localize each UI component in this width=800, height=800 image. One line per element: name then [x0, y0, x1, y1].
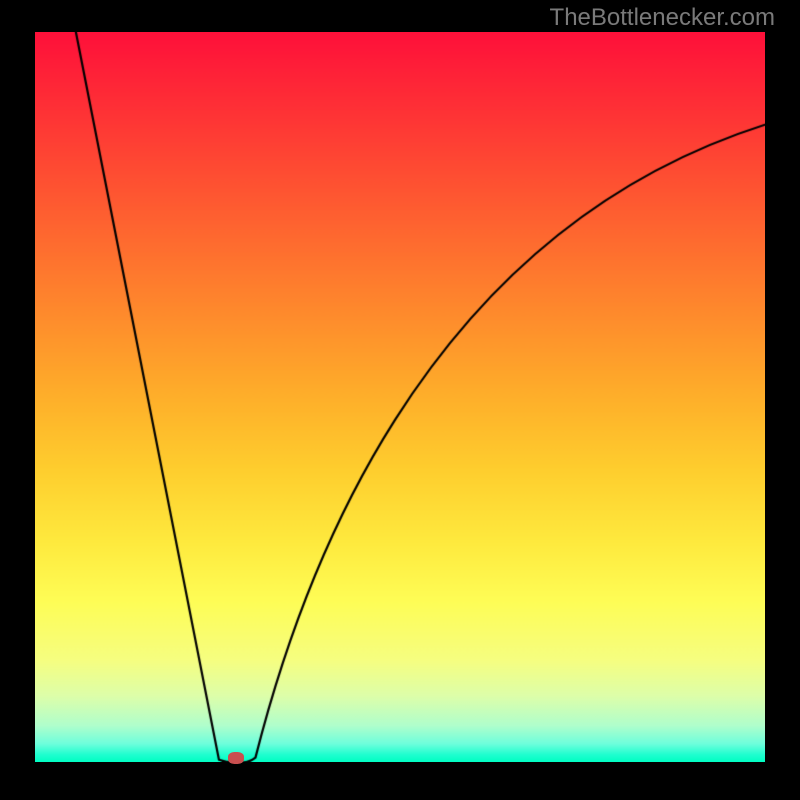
- bottleneck-curve: [35, 32, 765, 762]
- optimum-marker: [228, 752, 244, 764]
- plot-area: [35, 32, 765, 762]
- stage: TheBottlenecker.com: [0, 0, 800, 800]
- watermark-text: TheBottlenecker.com: [550, 4, 775, 32]
